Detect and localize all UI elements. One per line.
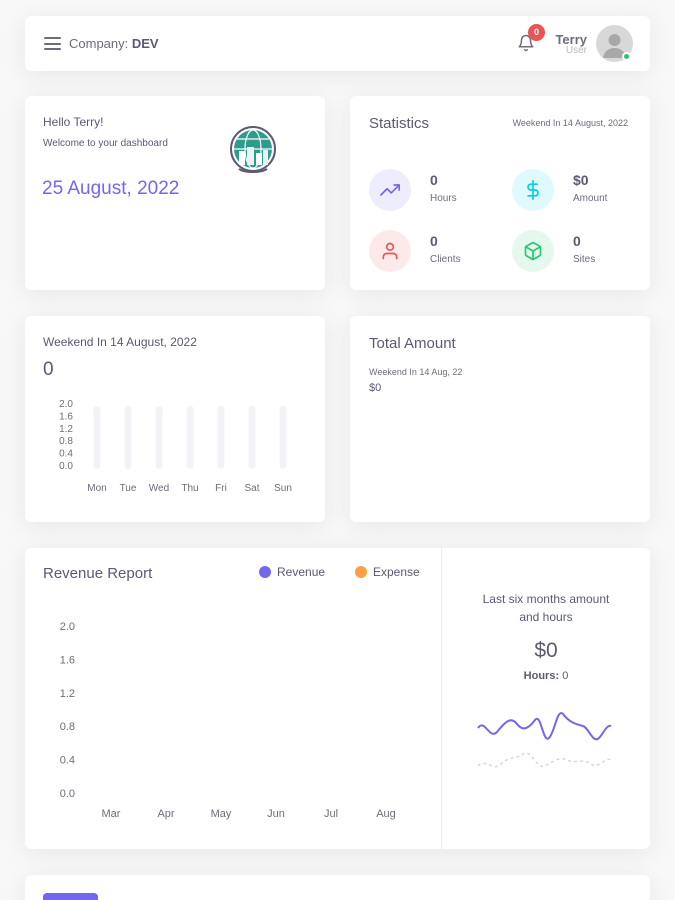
bar-track bbox=[217, 406, 225, 469]
company-name: DEV bbox=[131, 36, 159, 51]
y-tick-label: 1.2 bbox=[60, 688, 75, 700]
user-name[interactable]: Terry bbox=[555, 32, 587, 47]
online-status-dot bbox=[622, 52, 631, 61]
greeting: Hello Terry! bbox=[43, 115, 104, 129]
x-tick-label: Jul bbox=[324, 808, 338, 820]
y-tick-label: 1.2 bbox=[59, 424, 73, 435]
legend-expense[interactable]: Expense bbox=[355, 565, 420, 579]
current-date: 25 August, 2022 bbox=[42, 178, 180, 199]
stat-label: Clients bbox=[430, 254, 461, 265]
x-tick-label: Aug bbox=[376, 808, 396, 820]
dollar-icon bbox=[512, 169, 554, 211]
globe-city-icon bbox=[230, 126, 276, 173]
company-label: Company: bbox=[69, 36, 129, 51]
bottom-card bbox=[25, 875, 650, 900]
six-months-value: $0 bbox=[534, 639, 558, 662]
y-tick-label: 0.8 bbox=[59, 436, 73, 447]
company-selector[interactable]: Company: DEV bbox=[69, 36, 159, 51]
sparkline-chart bbox=[477, 712, 612, 768]
stat-label: Hours bbox=[430, 193, 457, 204]
stat-value: 0 bbox=[430, 172, 438, 188]
navbar: Company: DEV 0 Terry User bbox=[25, 16, 650, 71]
welcome-card: Hello Terry! Welcome to your dashboard 2… bbox=[25, 96, 325, 290]
stat-hours: 0 Hours bbox=[369, 169, 489, 213]
stat-sites: 0 Sites bbox=[512, 230, 632, 274]
user-role: User bbox=[565, 45, 587, 56]
bar-track bbox=[186, 406, 194, 469]
y-tick-label: 1.6 bbox=[59, 411, 73, 422]
weekend-title: Weekend In 14 August, 2022 bbox=[43, 335, 197, 349]
x-tick-label: Sun bbox=[274, 483, 292, 494]
weekend-value: 0 bbox=[43, 359, 54, 380]
action-button[interactable] bbox=[43, 893, 98, 900]
bell-icon[interactable] bbox=[517, 34, 535, 52]
y-tick-label: 0.4 bbox=[60, 755, 75, 767]
y-tick-label: 2.0 bbox=[60, 621, 75, 633]
x-tick-label: Tue bbox=[120, 483, 137, 494]
x-tick-label: Wed bbox=[149, 483, 169, 494]
x-tick-label: Thu bbox=[181, 483, 198, 494]
divider bbox=[441, 548, 442, 849]
bar-track bbox=[248, 406, 256, 469]
statistics-card: Statistics Weekend In 14 August, 2022 0 … bbox=[350, 96, 650, 290]
weekly-bar-chart: 2.01.6 1.20.8 0.40.0 Mon Tue Wed Thu Fri Sat Sun bbox=[59, 399, 292, 494]
stat-value: 0 bbox=[430, 233, 438, 249]
stat-label: Amount bbox=[573, 193, 608, 204]
stat-value: $0 bbox=[573, 172, 589, 188]
stat-amount: $0 Amount bbox=[512, 169, 632, 213]
user-icon bbox=[369, 230, 411, 272]
y-tick-label: 2.0 bbox=[59, 399, 73, 410]
x-tick-label: Fri bbox=[215, 483, 227, 494]
stat-label: Sites bbox=[573, 254, 596, 265]
revenue-bar-chart: 2.0 1.6 1.2 0.8 0.4 0.0 Mar Apr May Jun Jul Aug bbox=[60, 621, 396, 820]
legend-revenue[interactable]: Revenue bbox=[259, 565, 325, 579]
menu-icon[interactable] bbox=[44, 37, 61, 50]
stat-value: 0 bbox=[573, 233, 581, 249]
revenue-report-title: Revenue Report bbox=[43, 565, 153, 582]
y-tick-label: 1.6 bbox=[60, 654, 75, 666]
y-tick-label: 0.8 bbox=[60, 721, 75, 733]
x-tick-label: May bbox=[211, 808, 232, 820]
total-amount-subtitle: Weekend In 14 Aug, 22 bbox=[369, 367, 463, 377]
six-months-title: Last six months amount and hours bbox=[482, 592, 610, 624]
six-months-hours: Hours: 0 bbox=[523, 670, 569, 682]
bar-track bbox=[93, 406, 101, 469]
statistics-date-range: Weekend In 14 August, 2022 bbox=[512, 118, 628, 128]
y-tick-label: 0.0 bbox=[59, 461, 73, 472]
x-tick-label: Sat bbox=[244, 483, 259, 494]
total-amount-title: Total Amount bbox=[369, 335, 456, 352]
weekend-card: Weekend In 14 August, 2022 0 2.0 1.6 1.2 0.… bbox=[25, 316, 325, 522]
x-tick-label: Mon bbox=[87, 483, 106, 494]
box-icon bbox=[512, 230, 554, 272]
welcome-subtitle: Welcome to your dashboard bbox=[43, 138, 168, 149]
sparkline-primary bbox=[477, 712, 612, 741]
x-tick-label: Mar bbox=[102, 808, 121, 820]
trending-up-icon bbox=[369, 169, 411, 211]
bar-track bbox=[124, 406, 132, 469]
statistics-title: Statistics bbox=[369, 115, 430, 132]
bar-track bbox=[279, 406, 287, 469]
y-tick-label: 0.0 bbox=[60, 788, 75, 800]
stat-clients: 0 Clients bbox=[369, 230, 489, 274]
total-amount-value: $0 bbox=[369, 382, 382, 394]
sparkline-secondary bbox=[477, 752, 612, 768]
bar-track bbox=[155, 406, 163, 469]
x-tick-label: Apr bbox=[157, 808, 174, 820]
total-amount-card: Total Amount Weekend In 14 Aug, 22 $0 bbox=[350, 316, 650, 522]
y-tick-label: 0.4 bbox=[59, 449, 73, 460]
revenue-report-card: Revenue Report Revenue Expense 2.0 1.6 1.2… bbox=[25, 548, 650, 849]
user-silhouette-icon bbox=[603, 34, 626, 58]
notification-badge: 0 bbox=[528, 24, 545, 41]
x-tick-label: Jun bbox=[267, 808, 285, 820]
